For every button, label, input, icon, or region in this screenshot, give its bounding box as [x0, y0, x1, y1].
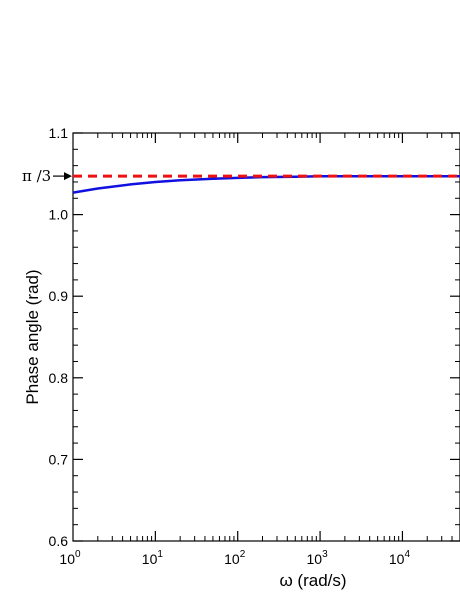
- y-axis-title: Phase angle (rad): [23, 269, 42, 404]
- y-tick-label: 0.6: [49, 533, 69, 549]
- plot-frame: [72, 132, 460, 542]
- arrow-head-icon: [64, 172, 72, 181]
- annotations: π /3: [22, 167, 72, 185]
- x-tick-label: 103: [307, 549, 329, 567]
- y-tick-label: 1.0: [49, 207, 69, 223]
- x-tick-label: 102: [224, 549, 246, 567]
- x-tick-label: 101: [142, 549, 164, 567]
- y-tick-label: 0.7: [49, 451, 69, 467]
- y-tick-label: 0.9: [49, 288, 69, 304]
- pi-over-3-label: π /3: [22, 167, 51, 185]
- data-series: [72, 174, 460, 194]
- tick-labels: 100 101 102 103 104 0.6 0.7 0.8 0.9 1.0 1.1: [49, 125, 411, 567]
- y-tick-label: 0.8: [49, 370, 69, 386]
- axis-ticks: [73, 132, 460, 542]
- x-tick-label: 104: [389, 549, 411, 567]
- y-tick-label: 1.1: [49, 125, 69, 141]
- x-tick-label: 100: [59, 549, 81, 567]
- phase-angle-curve: [72, 174, 460, 194]
- x-axis-title: ω (rad/s): [279, 571, 346, 590]
